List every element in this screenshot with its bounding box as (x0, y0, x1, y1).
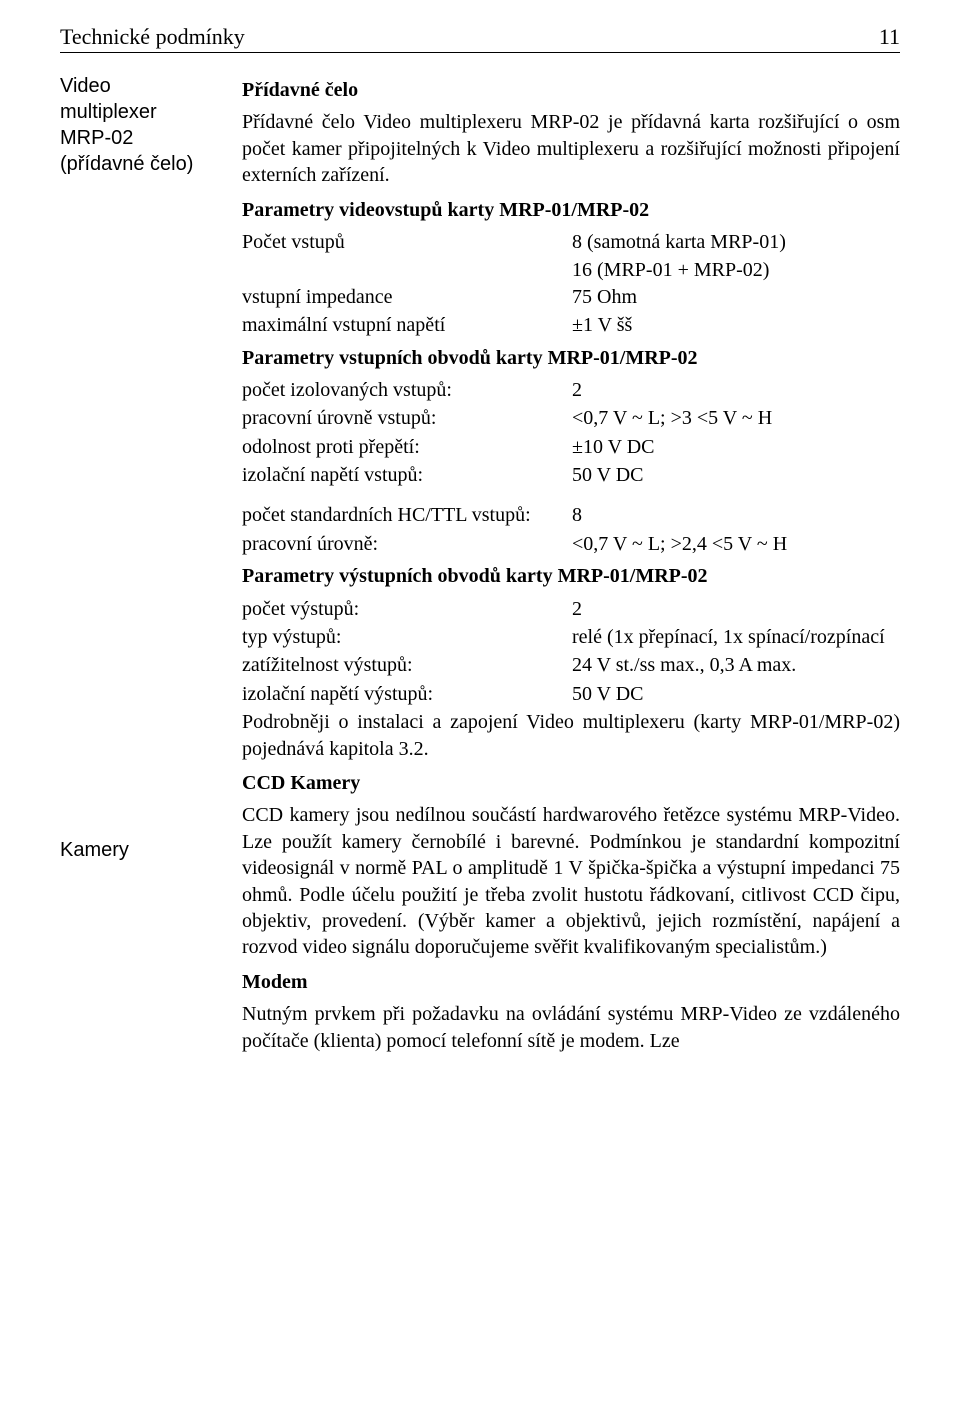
kv-value: 8 (samotná karta MRP-01) (572, 229, 900, 255)
kv-value: <0,7 V ~ L; >2,4 <5 V ~ H (572, 531, 900, 557)
kv-key: pracovní úrovně vstupů: (242, 405, 572, 431)
kv-value: 50 V DC (572, 681, 900, 707)
kv-value: 75 Ohm (572, 284, 900, 310)
sidebar: Video multiplexer MRP-02 (přídavné čelo)… (60, 71, 242, 863)
kv-row: odolnost proti přepětí: ±10 V DC (242, 434, 900, 460)
section-heading: Parametry výstupních obvodů karty MRP-01… (242, 563, 900, 589)
page-header: Technické podmínky 11 (60, 24, 900, 53)
kv-key: počet výstupů: (242, 596, 572, 622)
kv-key: odolnost proti přepětí: (242, 434, 572, 460)
kv-key: maximální vstupní napětí (242, 312, 572, 338)
kv-value: 24 V st./ss max., 0,3 A max. (572, 652, 900, 678)
section-heading: Parametry videovstupů karty MRP-01/MRP-0… (242, 197, 900, 223)
page: Technické podmínky 11 Video multiplexer … (0, 0, 960, 1419)
kv-key: vstupní impedance (242, 284, 572, 310)
kv-value-continued: 16 (MRP-01 + MRP-02) (572, 257, 900, 283)
kv-key: počet izolovaných vstupů: (242, 377, 572, 403)
section-heading: CCD Kamery (242, 770, 900, 796)
kv-row: vstupní impedance 75 Ohm (242, 284, 900, 310)
paragraph: Podrobněji o instalaci a zapojení Video … (242, 709, 900, 762)
paragraph: CCD kamery jsou nedílnou součástí hardwa… (242, 802, 900, 960)
paragraph: Nutným prvkem při požadavku na ovládání … (242, 1001, 900, 1054)
section-heading: Parametry vstupních obvodů karty MRP-01/… (242, 345, 900, 371)
kv-value: 8 (572, 502, 900, 528)
kv-key: pracovní úrovně: (242, 531, 572, 557)
kv-row: počet výstupů: 2 (242, 596, 900, 622)
content-columns: Video multiplexer MRP-02 (přídavné čelo)… (60, 71, 900, 1062)
kv-value: relé (1x přepínací, 1x spínací/rozpínací (572, 624, 900, 650)
sidebar-line: MRP-02 (60, 125, 230, 151)
sidebar-block-kamery: Kamery (60, 837, 230, 863)
kv-row: zatížitelnost výstupů: 24 V st./ss max.,… (242, 652, 900, 678)
kv-row: pracovní úrovně vstupů: <0,7 V ~ L; >3 <… (242, 405, 900, 431)
kv-key: izolační napětí výstupů: (242, 681, 572, 707)
section-heading: Přídavné čelo (242, 77, 900, 103)
sidebar-line: (přídavné čelo) (60, 151, 230, 177)
kv-key: Počet vstupů (242, 229, 572, 255)
kv-row: typ výstupů: relé (1x přepínací, 1x spín… (242, 624, 900, 650)
header-title: Technické podmínky (60, 24, 245, 50)
kv-value: <0,7 V ~ L; >3 <5 V ~ H (572, 405, 900, 431)
kv-key: zatížitelnost výstupů: (242, 652, 572, 678)
kv-value: ±1 V šš (572, 312, 900, 338)
kv-row: maximální vstupní napětí ±1 V šš (242, 312, 900, 338)
kv-value: 2 (572, 377, 900, 403)
kv-row: izolační napětí výstupů: 50 V DC (242, 681, 900, 707)
kv-row: počet izolovaných vstupů: 2 (242, 377, 900, 403)
kv-value: ±10 V DC (572, 434, 900, 460)
main-column: Přídavné čelo Přídavné čelo Video multip… (242, 71, 900, 1062)
kv-row: počet standardních HC/TTL vstupů: 8 (242, 502, 900, 528)
kv-key: typ výstupů: (242, 624, 572, 650)
kv-key: počet standardních HC/TTL vstupů: (242, 502, 572, 528)
section-heading: Modem (242, 969, 900, 995)
sidebar-block-multiplexer: Video multiplexer MRP-02 (přídavné čelo) (60, 73, 230, 177)
kv-row: izolační napětí vstupů: 50 V DC (242, 462, 900, 488)
sidebar-line: multiplexer (60, 99, 230, 125)
kv-row: Počet vstupů 8 (samotná karta MRP-01) (242, 229, 900, 255)
paragraph: Přídavné čelo Video multiplexeru MRP-02 … (242, 109, 900, 188)
sidebar-line: Video (60, 73, 230, 99)
kv-key: izolační napětí vstupů: (242, 462, 572, 488)
kv-row: pracovní úrovně: <0,7 V ~ L; >2,4 <5 V ~… (242, 531, 900, 557)
kv-value: 50 V DC (572, 462, 900, 488)
kv-value: 2 (572, 596, 900, 622)
header-page-number: 11 (879, 24, 900, 50)
